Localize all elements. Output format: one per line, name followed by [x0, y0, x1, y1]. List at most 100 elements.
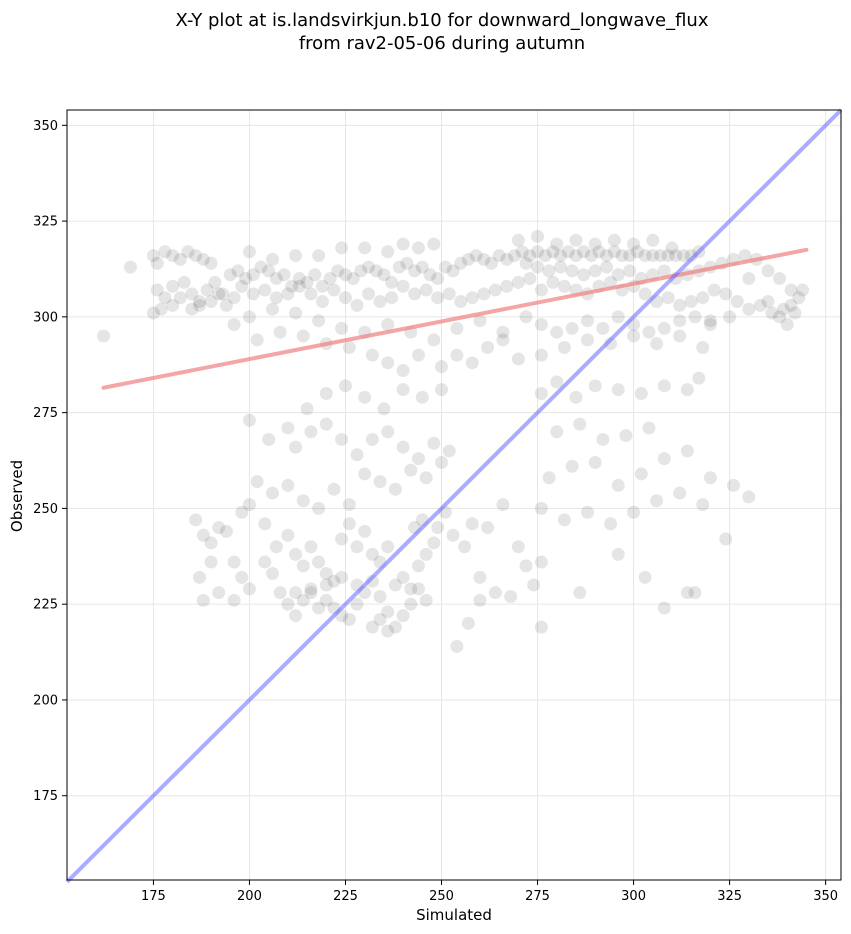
data-point: [308, 268, 322, 282]
data-point: [642, 421, 656, 435]
data-point: [373, 295, 387, 309]
data-point: [385, 275, 399, 289]
data-point: [773, 310, 787, 324]
data-point: [523, 249, 537, 263]
data-point: [492, 249, 506, 263]
data-point: [726, 478, 740, 492]
data-point: [604, 517, 618, 531]
data-point: [242, 413, 256, 427]
data-point: [557, 513, 571, 527]
data-point: [166, 249, 180, 263]
data-point: [342, 613, 356, 627]
data-point: [408, 264, 422, 278]
data-point: [569, 249, 583, 263]
data-point: [657, 601, 671, 615]
data-point: [185, 302, 199, 316]
data-point: [250, 475, 264, 489]
data-point: [435, 383, 449, 397]
data-point: [542, 264, 556, 278]
data-point: [500, 252, 514, 266]
data-point: [381, 605, 395, 619]
data-point: [362, 260, 376, 274]
data-point: [504, 590, 518, 604]
data-point: [500, 279, 514, 293]
data-point: [446, 264, 460, 278]
data-point: [496, 333, 510, 347]
data-point: [235, 279, 249, 293]
data-point: [450, 321, 464, 335]
data-point: [173, 291, 187, 305]
data-point: [511, 275, 525, 289]
data-point: [442, 444, 456, 458]
data-point: [481, 341, 495, 355]
data-point: [296, 494, 310, 508]
data-point: [742, 302, 756, 316]
data-point: [473, 570, 487, 584]
data-point: [304, 582, 318, 596]
data-point: [427, 237, 441, 251]
data-point: [696, 341, 710, 355]
data-point: [296, 559, 310, 573]
data-point: [646, 233, 660, 247]
data-point: [780, 318, 794, 332]
data-point: [534, 348, 548, 362]
data-point: [611, 310, 625, 324]
data-point: [431, 521, 445, 535]
data-point: [365, 547, 379, 561]
data-point: [200, 283, 214, 297]
data-point: [703, 318, 717, 332]
data-point: [335, 532, 349, 546]
data-point: [657, 264, 671, 278]
data-point: [611, 383, 625, 397]
chart-title-line-2: from rav2-05-06 during autumn: [299, 33, 585, 54]
data-point: [657, 452, 671, 466]
data-point: [569, 233, 583, 247]
data-point: [511, 352, 525, 366]
data-point: [362, 287, 376, 301]
data-point: [419, 547, 433, 561]
data-point: [323, 272, 337, 286]
data-point: [665, 241, 679, 255]
data-point: [788, 306, 802, 320]
data-point: [327, 283, 341, 297]
data-point: [381, 245, 395, 259]
data-point: [573, 417, 587, 431]
data-point: [653, 249, 667, 263]
data-point: [273, 325, 287, 339]
y-tick-label: 175: [33, 789, 58, 804]
data-point: [304, 586, 318, 600]
data-point: [546, 275, 560, 289]
data-point: [219, 524, 233, 538]
data-point: [262, 432, 276, 446]
data-point: [550, 425, 564, 439]
data-point: [600, 249, 614, 263]
data-point: [312, 249, 326, 263]
y-axis-label: Observed: [8, 460, 26, 532]
data-point: [477, 252, 491, 266]
data-point: [281, 421, 295, 435]
data-point: [396, 570, 410, 584]
data-point: [742, 272, 756, 286]
data-point: [193, 570, 207, 584]
data-point: [438, 260, 452, 274]
data-point: [338, 268, 352, 282]
data-point: [600, 260, 614, 274]
data-point: [292, 272, 306, 286]
data-point: [189, 249, 203, 263]
data-point: [227, 593, 241, 607]
scatter-points: [96, 229, 810, 653]
y-tick-label: 350: [33, 119, 58, 134]
data-point: [450, 348, 464, 362]
data-point: [753, 298, 767, 312]
data-point: [289, 547, 303, 561]
data-point: [588, 264, 602, 278]
data-point: [319, 578, 333, 592]
data-point: [189, 513, 203, 527]
data-point: [661, 291, 675, 305]
data-point: [150, 283, 164, 297]
data-point: [638, 287, 652, 301]
data-point: [657, 321, 671, 335]
chart-title-line-1: X-Y plot at is.landsvirkjun.b10 for down…: [176, 10, 709, 31]
data-point: [538, 249, 552, 263]
data-point: [680, 586, 694, 600]
